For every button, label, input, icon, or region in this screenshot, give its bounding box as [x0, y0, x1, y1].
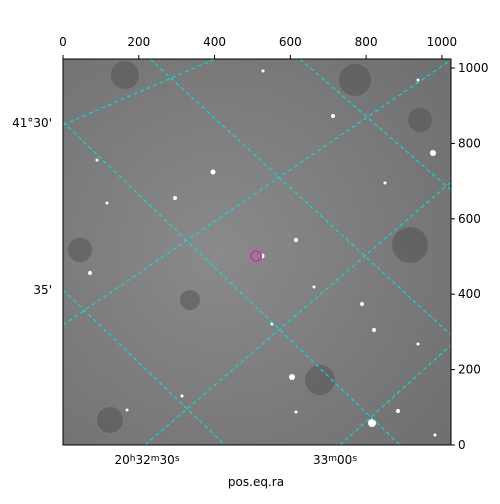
ra-unit: h: [130, 454, 136, 464]
x-tick-label: 800: [355, 35, 378, 49]
dec-tick-label: 35': [33, 283, 52, 297]
ra-number: 20: [114, 453, 129, 467]
target-marker: [249, 249, 263, 263]
ra-number: 32: [135, 453, 150, 467]
ra-unit: s: [175, 454, 180, 464]
x-tick-label: 200: [127, 35, 150, 49]
y-tick-label: 800: [458, 136, 481, 150]
x-tick-label: 0: [59, 35, 67, 49]
frame: [62, 58, 452, 446]
ra-number: 30: [160, 453, 175, 467]
ra-unit: m: [151, 454, 160, 464]
ra-tick-label: 20h32m30s: [114, 453, 179, 467]
x-tick-label: 1000: [427, 35, 458, 49]
y-tick-label: 600: [458, 212, 481, 226]
y-tick-label: 0: [458, 438, 466, 452]
y-tick-label: 1000: [458, 61, 489, 75]
y-tick-label: 400: [458, 287, 481, 301]
y-tick-label: 200: [458, 363, 481, 377]
x-tick-label: 600: [279, 35, 302, 49]
ra-unit: m: [328, 454, 337, 464]
coordinate-grid: [63, 59, 451, 445]
x-axis-label: pos.eq.ra: [228, 475, 284, 489]
ra-tick-label: 33m00s: [313, 453, 357, 467]
ra-number: 00: [337, 453, 352, 467]
dec-tick-label: 41°30': [12, 116, 52, 130]
ra-unit: s: [352, 454, 357, 464]
x-tick-label: 400: [203, 35, 226, 49]
ra-number: 33: [313, 453, 328, 467]
sky-image: [63, 59, 451, 445]
